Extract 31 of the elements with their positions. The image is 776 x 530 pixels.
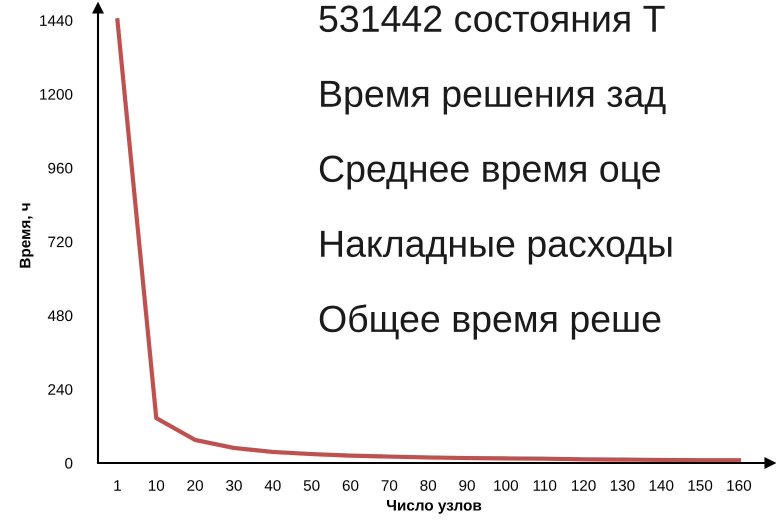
y-tick-label: 720 bbox=[48, 236, 72, 248]
x-tick-label: 20 bbox=[187, 480, 204, 491]
x-tick-label: 140 bbox=[650, 480, 674, 491]
y-axis-title: Время, ч bbox=[20, 203, 34, 268]
x-tick-label: 110 bbox=[534, 480, 556, 491]
x-tick-label: 90 bbox=[459, 480, 475, 491]
annotation: Время решения зад bbox=[321, 80, 666, 114]
x-tick-label: 10 bbox=[148, 480, 164, 491]
y-tick-label: 1200 bbox=[40, 88, 72, 100]
x-tick-label: 30 bbox=[226, 480, 242, 491]
x-tick-label: 80 bbox=[420, 480, 436, 491]
y-tick-label: 960 bbox=[48, 162, 72, 174]
annotation: Среднее время оце bbox=[320, 156, 660, 190]
x-tick-label: 50 bbox=[304, 480, 320, 491]
annotation: Общее время реше bbox=[320, 304, 660, 340]
x-axis-title: Число узлов bbox=[387, 500, 482, 514]
x-tick-label: 100 bbox=[494, 480, 518, 491]
y-tick-label: 480 bbox=[48, 310, 72, 322]
x-tick-label: 60 bbox=[342, 480, 358, 491]
x-tick-label: 130 bbox=[610, 480, 635, 491]
y-tick-label: 240 bbox=[48, 384, 72, 395]
y-tick-label: 1440 bbox=[40, 15, 72, 26]
x-tick-label: 70 bbox=[382, 480, 398, 491]
x-tick-label: 160 bbox=[727, 480, 752, 491]
y-tick-label: 0 bbox=[65, 458, 72, 469]
x-tick-label: 40 bbox=[264, 480, 281, 491]
x-tick-label: 1 bbox=[114, 480, 121, 491]
x-tick-label: 120 bbox=[572, 480, 596, 491]
annotation: Накладные расходы bbox=[321, 230, 672, 264]
x-tick-label: 150 bbox=[688, 480, 712, 491]
annotation: 531442 состояния Т bbox=[320, 6, 665, 32]
